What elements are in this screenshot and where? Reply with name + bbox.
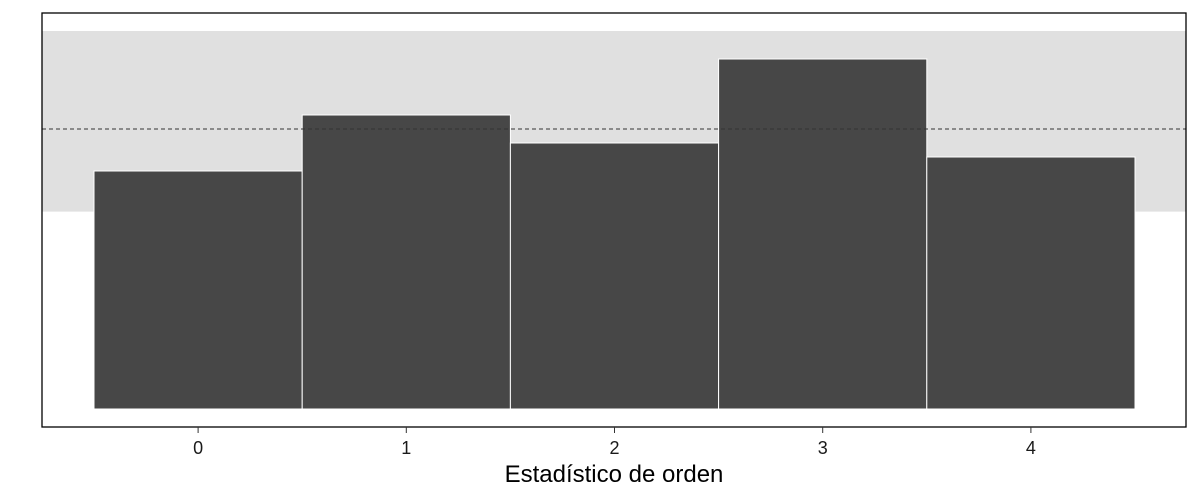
x-tick-label-2: 2 xyxy=(609,438,619,458)
x-tick-label-0: 0 xyxy=(193,438,203,458)
bars-layer xyxy=(93,58,1136,410)
bar-0 xyxy=(93,170,303,410)
x-tick-label-1: 1 xyxy=(401,438,411,458)
bar-2 xyxy=(509,142,720,410)
x-axis-title: Estadístico de orden xyxy=(505,461,724,488)
bar-1 xyxy=(301,114,511,410)
x-tick-label-3: 3 xyxy=(818,438,828,458)
bar-3 xyxy=(718,58,928,410)
bar-4 xyxy=(926,156,1136,410)
x-tick-label-4: 4 xyxy=(1026,438,1036,458)
x-axis: 0 1 2 3 4 xyxy=(193,427,1036,458)
